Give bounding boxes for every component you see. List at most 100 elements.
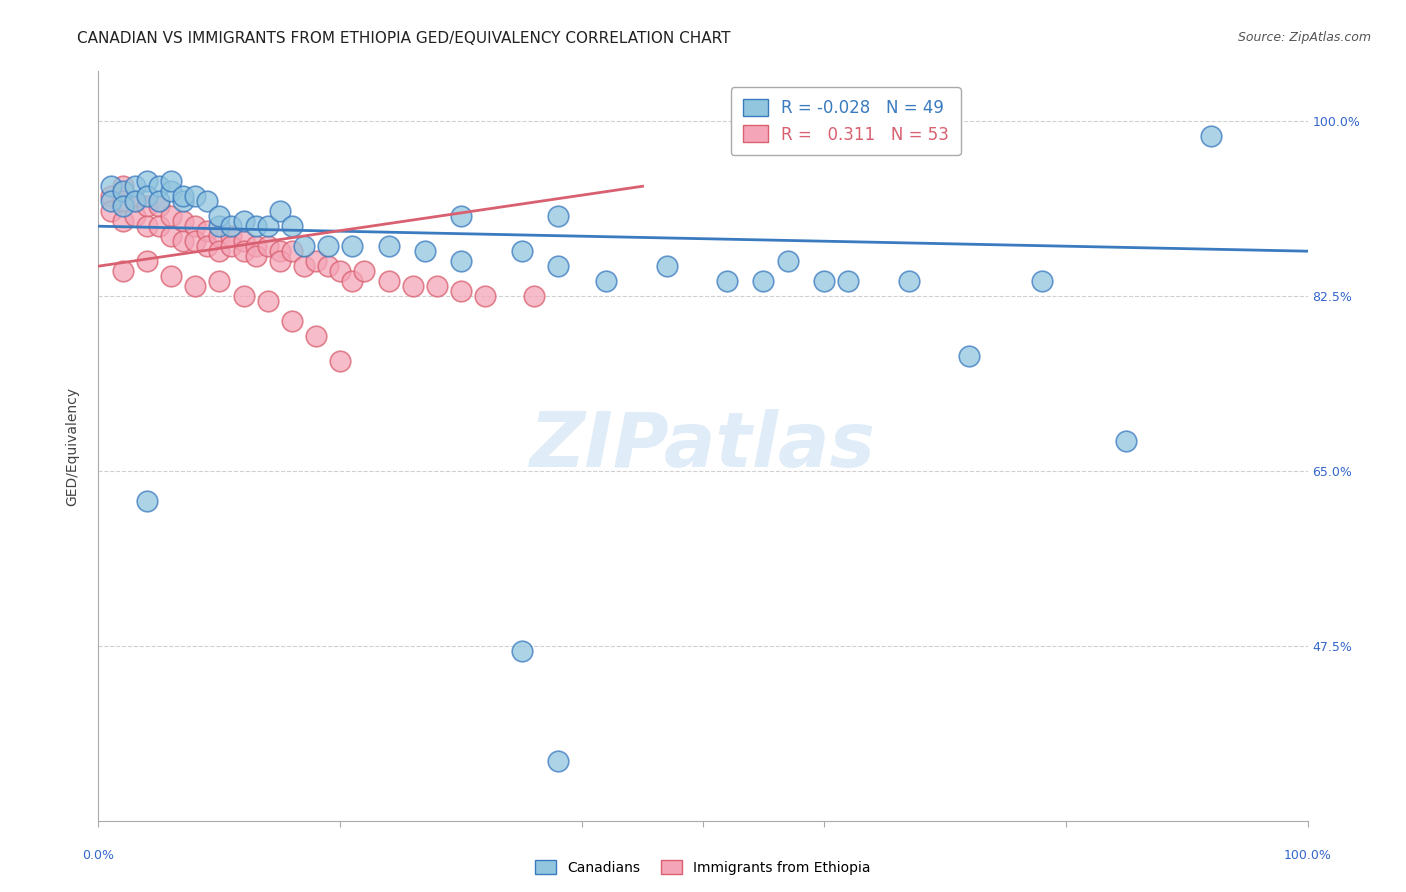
Legend: Canadians, Immigrants from Ethiopia: Canadians, Immigrants from Ethiopia: [530, 855, 876, 880]
Point: [837, 274, 859, 288]
Point: [292, 239, 315, 253]
Point: [208, 219, 231, 234]
Point: [124, 194, 146, 209]
Point: [957, 349, 980, 363]
Point: [195, 194, 218, 209]
Point: [111, 194, 134, 209]
Point: [1115, 434, 1137, 448]
Point: [281, 219, 304, 234]
Point: [148, 194, 170, 209]
Point: [450, 284, 472, 298]
Point: [124, 179, 146, 194]
Point: [269, 244, 291, 259]
Point: [111, 184, 134, 198]
Point: [232, 234, 254, 248]
Point: [1199, 129, 1222, 144]
Point: [752, 274, 775, 288]
Point: [450, 254, 472, 268]
Point: [148, 199, 170, 213]
Point: [111, 179, 134, 194]
Point: [195, 239, 218, 253]
Point: [655, 259, 678, 273]
Point: [208, 274, 231, 288]
Point: [111, 214, 134, 228]
Point: [450, 209, 472, 223]
Point: [135, 494, 157, 508]
Point: [100, 204, 122, 219]
Point: [208, 209, 231, 223]
Point: [135, 199, 157, 213]
Point: [256, 239, 278, 253]
Point: [184, 279, 207, 293]
Point: [124, 194, 146, 209]
Point: [523, 289, 546, 303]
Point: [135, 174, 157, 188]
Point: [1031, 274, 1053, 288]
Point: [329, 264, 352, 278]
Point: [316, 239, 339, 253]
Point: [353, 264, 375, 278]
Point: [292, 259, 315, 273]
Point: [111, 199, 134, 213]
Point: [897, 274, 920, 288]
Point: [221, 229, 243, 244]
Point: [221, 239, 243, 253]
Point: [245, 219, 267, 234]
Point: [716, 274, 738, 288]
Point: [172, 194, 194, 209]
Point: [305, 329, 328, 343]
Point: [256, 294, 278, 309]
Point: [100, 179, 122, 194]
Point: [426, 279, 449, 293]
Point: [316, 259, 339, 273]
Point: [281, 244, 304, 259]
Point: [256, 219, 278, 234]
Point: [510, 244, 533, 259]
Point: [135, 219, 157, 234]
Text: CANADIAN VS IMMIGRANTS FROM ETHIOPIA GED/EQUIVALENCY CORRELATION CHART: CANADIAN VS IMMIGRANTS FROM ETHIOPIA GED…: [77, 31, 731, 46]
Point: [342, 274, 364, 288]
Point: [184, 189, 207, 203]
Point: [100, 189, 122, 203]
Point: [595, 274, 617, 288]
Point: [208, 229, 231, 244]
Text: 100.0%: 100.0%: [1284, 848, 1331, 862]
Point: [377, 239, 399, 253]
Point: [329, 354, 352, 368]
Point: [160, 184, 183, 198]
Point: [232, 214, 254, 228]
Point: [547, 754, 569, 768]
Point: [510, 644, 533, 658]
Text: 0.0%: 0.0%: [83, 848, 114, 862]
Point: [172, 234, 194, 248]
Point: [135, 254, 157, 268]
Point: [135, 189, 157, 203]
Point: [305, 254, 328, 268]
Point: [413, 244, 436, 259]
Point: [172, 189, 194, 203]
Point: [184, 219, 207, 234]
Point: [245, 249, 267, 263]
Point: [547, 209, 569, 223]
Legend: R = -0.028   N = 49, R =   0.311   N = 53: R = -0.028 N = 49, R = 0.311 N = 53: [731, 87, 960, 155]
Point: [195, 224, 218, 238]
Point: [474, 289, 496, 303]
Point: [160, 174, 183, 188]
Point: [547, 259, 569, 273]
Point: [160, 209, 183, 223]
Point: [269, 254, 291, 268]
Point: [232, 244, 254, 259]
Point: [377, 274, 399, 288]
Point: [281, 314, 304, 328]
Point: [124, 209, 146, 223]
Point: [148, 179, 170, 194]
Text: ZIPatlas: ZIPatlas: [530, 409, 876, 483]
Point: [232, 289, 254, 303]
Text: Source: ZipAtlas.com: Source: ZipAtlas.com: [1237, 31, 1371, 45]
Point: [813, 274, 835, 288]
Point: [342, 239, 364, 253]
Point: [160, 229, 183, 244]
Point: [184, 234, 207, 248]
Point: [245, 239, 267, 253]
Point: [221, 219, 243, 234]
